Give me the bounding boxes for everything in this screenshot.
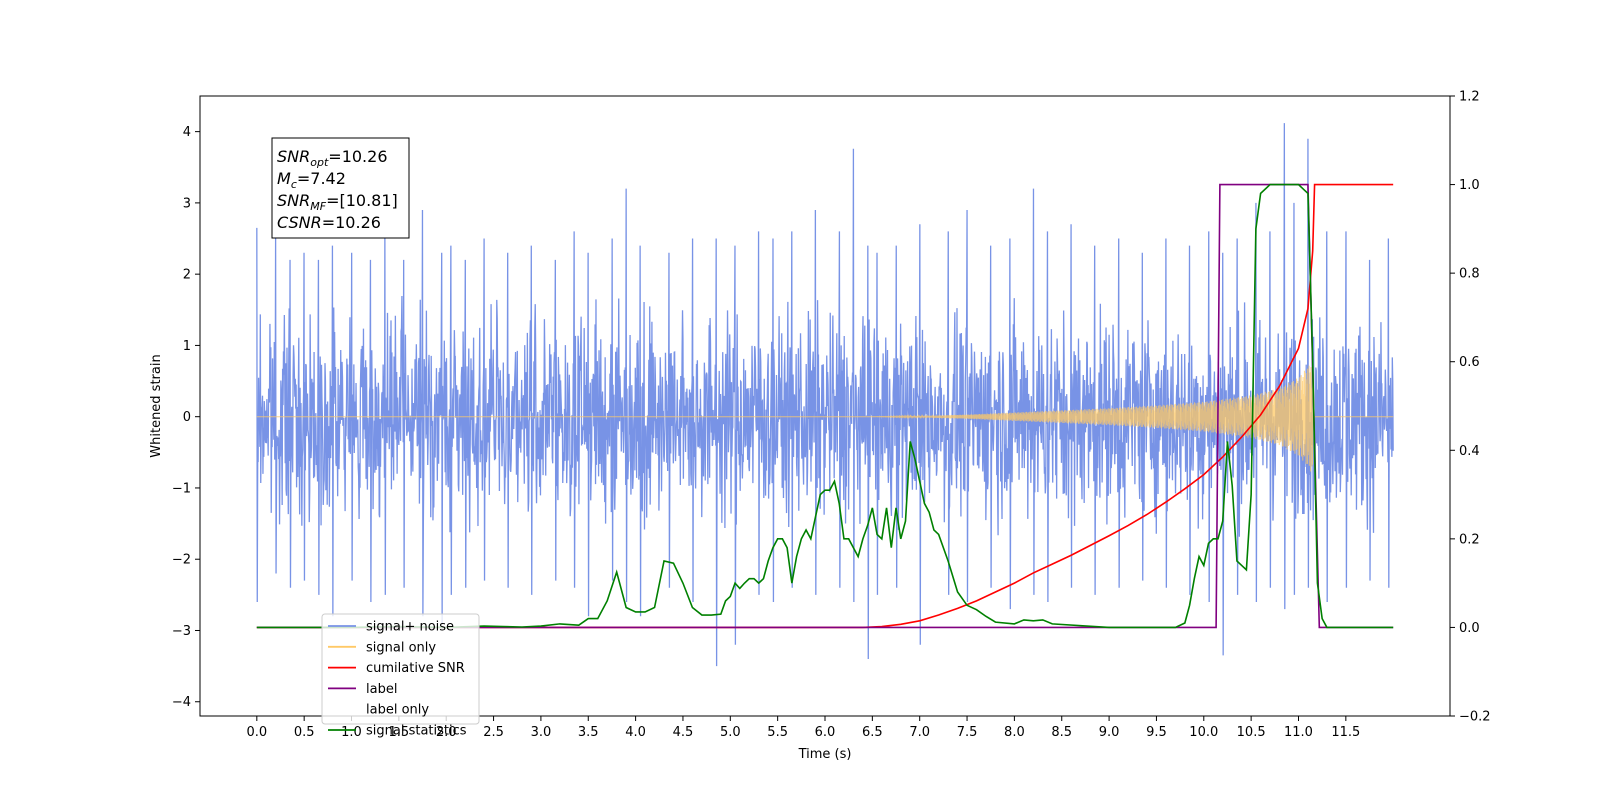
y-axis-label: Whitened strain bbox=[149, 354, 164, 457]
x-tick-label: 4.5 bbox=[673, 725, 694, 740]
x-tick-label: 5.5 bbox=[767, 725, 788, 740]
x-tick-label: 4.0 bbox=[625, 725, 646, 740]
x-tick-label: 3.5 bbox=[578, 725, 599, 740]
y-tick-label: 1 bbox=[183, 339, 191, 354]
y-right-tick-label: 0.8 bbox=[1459, 267, 1480, 282]
legend-label: signal+ noise bbox=[366, 620, 454, 635]
x-tick-label: 8.5 bbox=[1051, 725, 1072, 740]
x-tick-label: 1.5 bbox=[389, 725, 410, 740]
annotation-value: =10.26 bbox=[328, 147, 387, 166]
legend-label: signal statistics bbox=[366, 724, 467, 739]
y-tick-label: −1 bbox=[172, 481, 191, 496]
x-tick-label: 2.0 bbox=[436, 725, 457, 740]
annotation-symbol: CSNR bbox=[277, 213, 322, 232]
annotation-value: =[10.81] bbox=[326, 191, 398, 210]
annotation-line: CSNR=10.26 bbox=[277, 213, 381, 232]
annotation-value: =10.26 bbox=[322, 213, 381, 232]
annotation-subscript: c bbox=[291, 178, 297, 191]
y-right-tick-label: 0.2 bbox=[1459, 532, 1480, 547]
legend: signal+ noise signal only cumilative SNR la… bbox=[321, 613, 480, 739]
annotation-frame bbox=[271, 137, 410, 239]
x-tick-label: 11.0 bbox=[1284, 725, 1313, 740]
annotation-value: =7.42 bbox=[297, 169, 346, 188]
x-tick-label: 5.0 bbox=[720, 725, 741, 740]
plot-area bbox=[256, 123, 1394, 667]
legend-label: signal only bbox=[366, 640, 436, 655]
axis-ticks: 0.0 0.5 1.0 1.5 2.0 2.5 3.0 3.5 4.0 4.5 5.0 5.5 6.0 6… bbox=[172, 90, 1491, 741]
x-tick-label: 11.5 bbox=[1331, 725, 1360, 740]
legend-label: cumilative SNR bbox=[366, 661, 465, 676]
x-axis-label: Time (s) bbox=[798, 747, 852, 762]
y-tick-label: −3 bbox=[172, 624, 191, 639]
x-tick-label: 1.0 bbox=[341, 725, 362, 740]
annotation-symbol: M bbox=[277, 169, 291, 188]
annotation-line: SNRMF=[10.81] bbox=[277, 191, 398, 213]
legend-frame bbox=[321, 613, 480, 725]
y-tick-label: 0 bbox=[183, 410, 191, 425]
y-tick-label: −2 bbox=[172, 553, 191, 568]
series-signal-noise bbox=[256, 123, 1394, 667]
annotation-subscript: opt bbox=[310, 156, 329, 169]
y-right-tick-label: 1.2 bbox=[1459, 90, 1480, 105]
annotation-symbol: SNR bbox=[277, 191, 310, 210]
x-tick-label: 8.0 bbox=[1004, 725, 1025, 740]
x-tick-label: 2.5 bbox=[483, 725, 504, 740]
y-right-tick-label: 0.6 bbox=[1459, 355, 1480, 370]
y-right-tick-label: 0.4 bbox=[1459, 444, 1480, 459]
x-tick-label: 0.5 bbox=[294, 725, 315, 740]
x-tick-label: 9.0 bbox=[1099, 725, 1120, 740]
y-tick-label: 4 bbox=[183, 125, 191, 140]
legend-label: label bbox=[366, 682, 397, 697]
y-tick-label: 2 bbox=[183, 268, 191, 283]
y-right-tick-label: −0.2 bbox=[1459, 710, 1491, 725]
y-right-tick-label: 1.0 bbox=[1459, 178, 1480, 193]
x-tick-label: 10.5 bbox=[1237, 725, 1266, 740]
x-tick-label: 9.5 bbox=[1146, 725, 1167, 740]
series-signal-only bbox=[256, 359, 1394, 472]
annotation-line: SNRopt=10.26 bbox=[277, 147, 388, 169]
x-tick-label: 0.0 bbox=[246, 725, 267, 740]
annotation-subscript: MF bbox=[310, 200, 326, 213]
y-right-tick-label: 0.0 bbox=[1459, 621, 1480, 636]
x-tick-label: 6.5 bbox=[862, 725, 883, 740]
x-tick-label: 7.0 bbox=[909, 725, 930, 740]
legend-label: label only bbox=[366, 703, 429, 718]
annotation-symbol: SNR bbox=[277, 147, 310, 166]
series-cumilative-snr bbox=[256, 183, 1394, 629]
x-tick-label: 3.0 bbox=[531, 725, 552, 740]
series-signal-statistics bbox=[256, 183, 1394, 629]
stats-annotation: SNRopt=10.26Mc=7.42SNRMF=[10.81]CSNR=10.… bbox=[271, 137, 410, 239]
y-tick-label: −4 bbox=[172, 695, 191, 710]
x-tick-label: 10.0 bbox=[1189, 725, 1218, 740]
y-tick-label: 3 bbox=[183, 196, 191, 211]
x-tick-label: 6.0 bbox=[815, 725, 836, 740]
annotation-line: Mc=7.42 bbox=[277, 169, 346, 191]
x-tick-label: 7.5 bbox=[957, 725, 978, 740]
